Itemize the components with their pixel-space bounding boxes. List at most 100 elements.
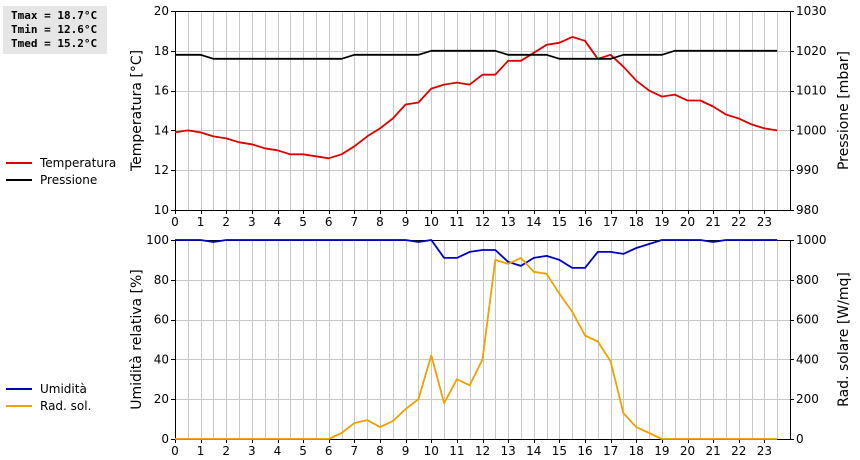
x-tick-label: 21	[705, 215, 720, 229]
y-tick-label: 60	[154, 313, 169, 327]
x-tick-label: 23	[757, 444, 772, 458]
y-axis-label: Umidità relativa [%]	[129, 269, 145, 410]
legend-label-temperatura: Temperatura	[40, 155, 117, 170]
x-tick-label: 1	[197, 444, 205, 458]
x-tick-label: 7	[351, 444, 359, 458]
x-tick-label: 2	[222, 215, 230, 229]
series-line-radiazione	[175, 256, 778, 440]
tmax-label: Tmax = 18.7°C	[11, 9, 98, 22]
x-tick-label: 16	[577, 215, 592, 229]
x-tick-label: 15	[552, 444, 567, 458]
x-tick-label: 9	[402, 444, 410, 458]
x-tick-label: 16	[577, 444, 592, 458]
x-tick-label: 14	[526, 215, 541, 229]
legend-item-temperatura: Temperatura	[6, 154, 116, 171]
x-tick-label: 18	[629, 215, 644, 229]
y-tick-label: 14	[154, 123, 169, 137]
x-tick-label: 19	[654, 215, 669, 229]
x-tick-label: 2	[222, 444, 230, 458]
y-tick-label: 0	[161, 432, 169, 446]
x-tick-label: 20	[680, 444, 695, 458]
grid-lines	[175, 11, 790, 210]
y-tick-label: 12	[154, 163, 169, 177]
top-legend: Temperatura Pressione	[6, 154, 116, 188]
x-tick-label: 11	[449, 444, 464, 458]
y-tick-label: 18	[154, 44, 169, 58]
series-line-umidita	[175, 239, 778, 269]
x-tick-label: 10	[424, 444, 439, 458]
x-tick-label: 0	[171, 215, 179, 229]
y2-axis-label: Pressione [mbar]	[836, 51, 852, 170]
bottom-legend: Umidità Rad. sol.	[6, 380, 91, 414]
x-tick-label: 17	[603, 215, 618, 229]
x-tick-label: 18	[629, 444, 644, 458]
legend-swatch-radiazione	[6, 404, 32, 407]
stats-box: Tmax = 18.7°C Tmin = 12.6°C Tmed = 15.2°…	[3, 6, 107, 54]
x-tick-label: 22	[731, 444, 746, 458]
legend-label-pressione: Pressione	[40, 172, 98, 187]
tmed-label: Tmed = 15.2°C	[11, 37, 98, 50]
x-tick-label: 11	[449, 215, 464, 229]
y-tick-label: 10	[154, 203, 169, 217]
y2-tick-label: 990	[796, 163, 819, 177]
y-tick-label: 100	[146, 233, 169, 247]
y-tick-label: 20	[154, 392, 169, 406]
y2-tick-label: 800	[796, 273, 819, 287]
y2-axis-label: Rad. solare [W/mq]	[836, 272, 852, 407]
x-tick-label: 10	[424, 215, 439, 229]
y2-tick-label: 1010	[796, 84, 827, 98]
x-tick-label: 15	[552, 215, 567, 229]
y2-tick-label: 600	[796, 313, 819, 327]
legend-item-umidita: Umidità	[6, 380, 91, 397]
series-line-temperatura	[174, 36, 778, 160]
y-tick-label: 80	[154, 273, 169, 287]
x-tick-label: 0	[171, 444, 179, 458]
x-tick-label: 5	[299, 215, 307, 229]
x-tick-label: 13	[500, 215, 515, 229]
x-tick-label: 7	[351, 215, 359, 229]
x-tick-label: 20	[680, 215, 695, 229]
y-tick-label: 40	[154, 352, 169, 366]
x-tick-label: 13	[500, 444, 515, 458]
y-axis-label: Temperatura [°C]	[129, 50, 145, 172]
x-tick-label: 3	[248, 444, 256, 458]
y2-tick-label: 1030	[796, 4, 827, 18]
x-tick-label: 22	[731, 215, 746, 229]
legend-swatch-pressione	[6, 178, 32, 181]
x-tick-label: 17	[603, 444, 618, 458]
x-tick-label: 4	[274, 215, 282, 229]
legend-item-radiazione: Rad. sol.	[6, 397, 91, 414]
tmin-label: Tmin = 12.6°C	[11, 23, 98, 36]
y2-tick-label: 1020	[796, 44, 827, 58]
x-tick-label: 3	[248, 215, 256, 229]
x-tick-label: 4	[274, 444, 282, 458]
x-tick-label: 8	[376, 444, 384, 458]
legend-label-umidita: Umidità	[40, 381, 87, 396]
y2-tick-label: 980	[796, 203, 819, 217]
legend-label-radiazione: Rad. sol.	[40, 398, 92, 413]
legend-swatch-umidita	[6, 387, 32, 390]
x-tick-label: 6	[325, 444, 333, 458]
y-tick-label: 20	[154, 4, 169, 18]
chart-0: 0 1 2 3 4 5 6 7 8 9 10 11 12 13 14 15 16 17 18 19 20 21 22 2310…	[129, 4, 852, 229]
legend-item-pressione: Pressione	[6, 171, 116, 188]
x-tick-label: 9	[402, 215, 410, 229]
x-tick-label: 5	[299, 444, 307, 458]
y2-tick-label: 200	[796, 392, 819, 406]
y2-tick-label: 0	[796, 432, 804, 446]
x-tick-label: 21	[705, 444, 720, 458]
x-tick-label: 14	[526, 444, 541, 458]
grid-lines	[175, 240, 790, 439]
x-tick-label: 6	[325, 215, 333, 229]
y2-tick-label: 1000	[796, 123, 827, 137]
x-tick-label: 1	[197, 215, 205, 229]
x-tick-label: 19	[654, 444, 669, 458]
y-tick-label: 16	[154, 84, 169, 98]
y2-tick-label: 1000	[796, 233, 827, 247]
y2-tick-label: 400	[796, 352, 819, 366]
x-tick-label: 8	[376, 215, 384, 229]
x-tick-label: 23	[757, 215, 772, 229]
series-line-pressione	[175, 49, 778, 60]
legend-swatch-temperatura	[6, 161, 32, 164]
